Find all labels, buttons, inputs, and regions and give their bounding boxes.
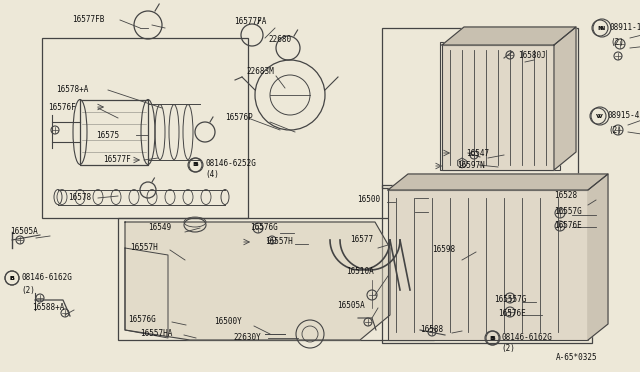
Text: 16577F: 16577F [103, 155, 131, 164]
Text: 16576G: 16576G [128, 315, 156, 324]
Text: 16528: 16528 [554, 192, 577, 201]
Polygon shape [388, 174, 608, 190]
Bar [442, 45, 554, 170]
Text: 16557H: 16557H [130, 244, 157, 253]
Text: 16575: 16575 [96, 131, 119, 140]
Text: 16578+A: 16578+A [56, 86, 88, 94]
Text: (2): (2) [501, 344, 515, 353]
Text: 16576P: 16576P [225, 113, 253, 122]
Text: 08146-6162G: 08146-6162G [21, 273, 72, 282]
Text: 16500: 16500 [357, 196, 380, 205]
Text: (2): (2) [610, 38, 624, 46]
Text: 16576E: 16576E [498, 310, 525, 318]
Text: 16597N: 16597N [457, 161, 484, 170]
Bar [42, 38, 248, 218]
Bar [382, 28, 578, 188]
Text: 16557G: 16557G [554, 208, 582, 217]
Polygon shape [588, 174, 608, 340]
Polygon shape [554, 27, 576, 170]
Text: B: B [490, 336, 495, 340]
Text: 16588+A: 16588+A [32, 304, 65, 312]
Text: 22630Y: 22630Y [233, 333, 260, 341]
Text: B: B [193, 163, 197, 167]
Text: 08146-6252G: 08146-6252G [205, 160, 256, 169]
Text: 16549: 16549 [148, 224, 171, 232]
Text: (4): (4) [205, 170, 219, 180]
Bar [118, 218, 434, 340]
Text: (2): (2) [21, 286, 35, 295]
Text: B: B [10, 276, 15, 280]
Text: 16598: 16598 [432, 246, 455, 254]
Text: 16576F: 16576F [48, 103, 76, 112]
Bar [440, 42, 560, 170]
Text: V: V [596, 113, 600, 119]
Polygon shape [125, 222, 390, 340]
Text: (2): (2) [608, 125, 622, 135]
Text: 08146-6162G: 08146-6162G [501, 333, 552, 341]
Text: 16576G: 16576G [250, 224, 278, 232]
Text: 16580J: 16580J [518, 51, 546, 61]
Text: 16505A: 16505A [337, 301, 365, 311]
Text: 16577FB: 16577FB [72, 16, 104, 25]
Text: 22680: 22680 [268, 35, 291, 45]
Polygon shape [442, 27, 576, 45]
Bar [382, 185, 592, 343]
Text: 16505A: 16505A [10, 228, 38, 237]
Text: B: B [193, 163, 198, 167]
Text: 16547: 16547 [466, 148, 489, 157]
Text: 08911-1062G: 08911-1062G [610, 23, 640, 32]
Text: B: B [10, 276, 15, 280]
Text: B: B [491, 336, 495, 340]
Text: 08915-43610: 08915-43610 [608, 112, 640, 121]
Text: A-65*0325: A-65*0325 [556, 353, 598, 362]
Text: N: N [597, 26, 603, 31]
Text: 16557HA: 16557HA [140, 328, 172, 337]
Text: 22683M: 22683M [246, 67, 274, 77]
Text: V: V [598, 113, 602, 119]
Text: 16500Y: 16500Y [214, 317, 242, 327]
Text: 16576E: 16576E [554, 221, 582, 231]
Text: 16557H: 16557H [265, 237, 292, 247]
Text: 16578: 16578 [68, 193, 91, 202]
Bar [388, 190, 588, 340]
Text: N: N [599, 26, 605, 31]
Text: 165557G: 165557G [494, 295, 526, 304]
Text: 16588: 16588 [420, 326, 443, 334]
Text: 16510A: 16510A [346, 267, 374, 276]
Text: 16577FA: 16577FA [234, 17, 266, 26]
Text: 16577: 16577 [350, 235, 373, 244]
